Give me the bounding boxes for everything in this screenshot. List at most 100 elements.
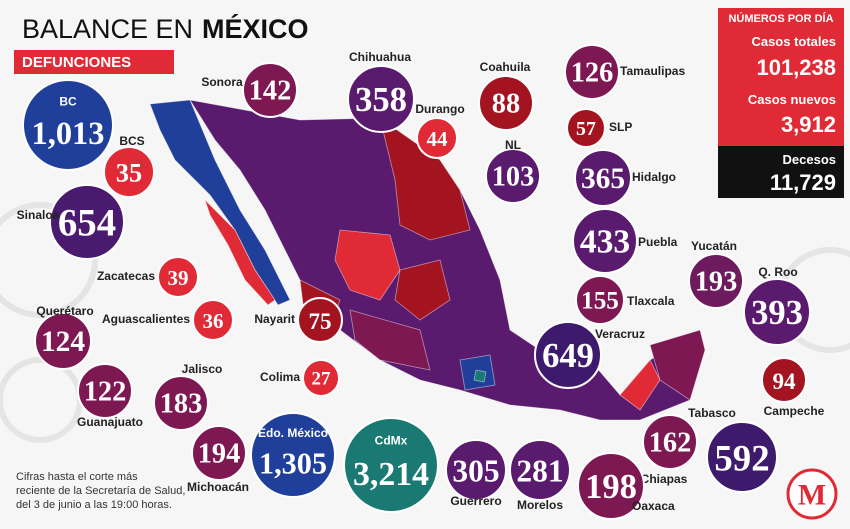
state-bubble (575, 275, 625, 325)
state-deaths: 193 (695, 267, 738, 298)
state-bubble (77, 363, 133, 419)
state-bubble (566, 108, 606, 148)
logo-text: M (798, 479, 826, 512)
state-name: Veracruz (595, 327, 645, 341)
state-deaths: 198 (585, 468, 637, 506)
state-deaths: 649 (542, 337, 594, 375)
state-deaths: 183 (160, 389, 203, 420)
state-deaths: 393 (751, 294, 803, 332)
panel-title: NÚMEROS POR DÍA (728, 12, 833, 25)
title-light: BALANCE EN (22, 14, 193, 44)
state-deaths: 27 (312, 369, 331, 390)
state-deaths: 75 (308, 308, 331, 334)
state-bubble (343, 417, 439, 513)
state-bubble (22, 79, 114, 171)
state-deaths: 592 (714, 438, 769, 479)
state-deaths: 1,305 (259, 446, 327, 480)
total-value: 101,238 (756, 55, 836, 80)
state-bubble (761, 357, 807, 403)
state-bubble (34, 312, 92, 370)
state-bubble (509, 439, 571, 501)
note-line: del 3 de junio a las 19:00 horas. (16, 499, 172, 511)
state-bubble (485, 148, 541, 204)
state-name: BC (59, 95, 77, 109)
state-deaths: 365 (581, 163, 625, 195)
state-bubble (743, 278, 811, 346)
state-deaths: 39 (168, 266, 189, 290)
state-bubble (572, 208, 638, 274)
state-name: Tabasco (688, 406, 736, 420)
state-bubble (642, 414, 698, 470)
state-name: Chihuahua (349, 50, 411, 64)
state-name: Morelos (517, 498, 563, 512)
state-name: Q. Roo (758, 265, 797, 279)
state-deaths: 103 (492, 162, 535, 193)
map (149, 99, 706, 421)
state-bubble (153, 375, 209, 431)
state-name: Tlaxcala (627, 294, 675, 308)
state-deaths: 35 (116, 159, 142, 188)
state-bubble (103, 146, 155, 198)
state-bubble (302, 359, 340, 397)
state-name: Michoacán (187, 480, 249, 494)
state-deaths: 126 (571, 58, 614, 89)
state-bubble (49, 184, 125, 260)
title-bold: MÉXICO (202, 13, 309, 44)
state-bubble (347, 65, 415, 133)
state-name: Campeche (764, 404, 825, 418)
state-name: Hidalgo (632, 170, 676, 184)
state-bubble (564, 44, 620, 100)
state-deaths: 142 (249, 76, 292, 107)
state-name: Tamaulipas (620, 64, 685, 78)
state-name: Durango (415, 102, 464, 116)
state-name: Guerrero (450, 494, 501, 508)
note-line: Cifras hasta el corte más (16, 471, 138, 483)
state-deaths: 94 (772, 368, 796, 394)
state-name: SLP (609, 120, 632, 134)
state-bubble (706, 421, 778, 493)
state-name: Coahuila (480, 60, 531, 74)
state-deaths: 433 (580, 224, 630, 261)
deaths-label: Decesos (783, 152, 836, 167)
state-bubble (577, 452, 645, 520)
state-bubble (574, 149, 632, 207)
total-label: Casos totales (751, 34, 836, 49)
state-name: Sonora (201, 75, 243, 89)
state-bubble (416, 117, 458, 159)
new-value: 3,912 (781, 112, 836, 137)
state-name: Nayarit (254, 312, 295, 326)
state-bubble (157, 256, 199, 298)
state-name: Chiapas (641, 472, 688, 486)
state-name: Aguascalientes (102, 312, 190, 326)
state-deaths: 36 (203, 309, 224, 333)
state-name: CdMx (375, 434, 408, 448)
state-bubble (445, 439, 507, 501)
state-name: Querétaro (36, 304, 93, 318)
state-name: Edo. México (258, 426, 328, 440)
state-bubble (192, 299, 234, 341)
state-deaths: 281 (516, 454, 563, 489)
subtitle-banner (14, 50, 174, 74)
state-bubble (297, 297, 343, 343)
state-name: Guanajuato (77, 415, 143, 429)
state-name: Zacatecas (97, 269, 155, 283)
state-name: Colima (260, 370, 300, 384)
state-deaths: 162 (649, 428, 692, 459)
state-deaths: 194 (198, 439, 241, 470)
panel-dark (718, 146, 844, 198)
state-bubble (250, 412, 336, 498)
new-label: Casos nuevos (748, 92, 836, 107)
state-deaths: 654 (58, 202, 116, 245)
state-name: Jalisco (182, 362, 223, 376)
state-name: Oaxaca (632, 499, 675, 513)
state-bubble (478, 75, 534, 131)
state-deaths: 124 (41, 326, 85, 358)
state-deaths: 1,013 (32, 116, 105, 152)
state-deaths: 57 (576, 118, 596, 140)
state-bubble (242, 62, 298, 118)
note-line: reciente de la Secretaría de Salud, (16, 485, 185, 497)
state-name: Puebla (638, 235, 678, 249)
state-deaths: 88 (492, 89, 520, 120)
